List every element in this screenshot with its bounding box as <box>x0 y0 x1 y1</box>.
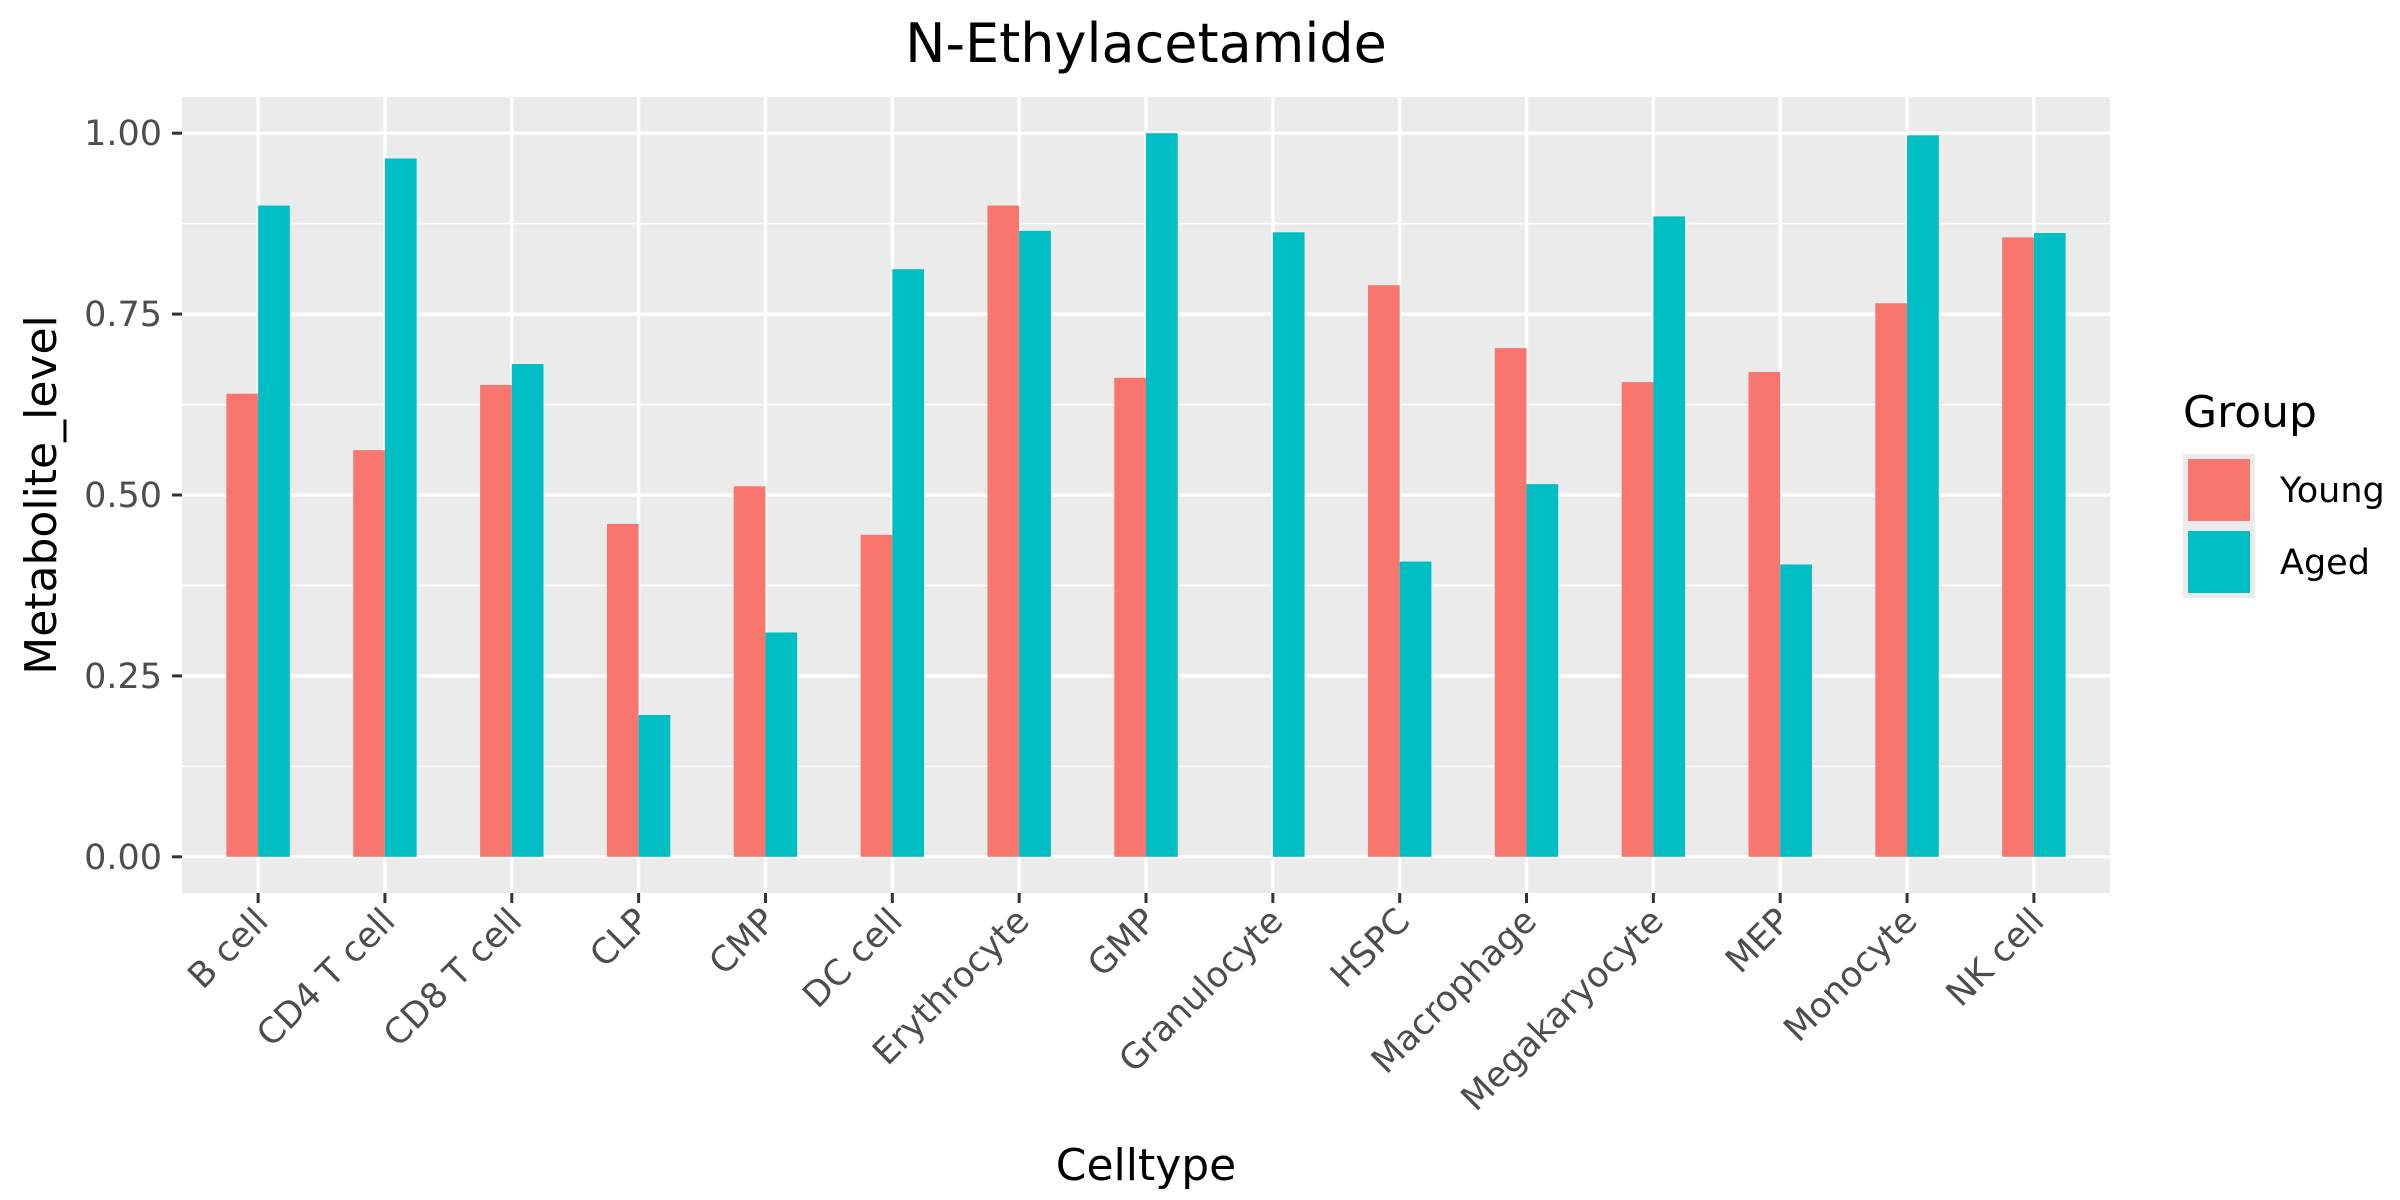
bar-aged <box>1146 133 1178 857</box>
bar-aged <box>2033 233 2066 857</box>
bar-young <box>1875 303 1908 857</box>
bar-young <box>226 393 259 857</box>
x-tick-label: CD8 T cell <box>376 901 530 1055</box>
bar-young <box>1367 285 1400 857</box>
x-tick-label: CMP <box>702 901 784 983</box>
bars <box>226 133 2066 857</box>
x-tick-label: GMP <box>1081 901 1165 985</box>
bar-aged <box>511 364 544 857</box>
bar-young <box>1621 382 1654 857</box>
x-tick-label: HSPC <box>1323 901 1418 996</box>
x-axis-title: Celltype <box>1056 1140 1237 1191</box>
bar-aged <box>1907 135 1939 857</box>
bar-aged <box>1526 484 1559 857</box>
y-axis-title: Metabolite_level <box>16 315 67 675</box>
legend-title: Group <box>2183 387 2317 438</box>
bar-aged <box>1653 216 1686 857</box>
bar-young <box>1114 377 1146 857</box>
bar-young <box>2002 237 2034 857</box>
y-axis: 0.00 0.25 0.50 0.75 1.00 <box>84 114 182 878</box>
bar-young <box>606 523 639 857</box>
bar-young <box>860 534 893 857</box>
x-tick-label: DC cell <box>796 901 911 1016</box>
bar-aged <box>1399 561 1432 857</box>
x-tick-label: NK cell <box>1939 901 2052 1014</box>
bar-aged <box>258 205 290 857</box>
legend-key-young <box>2188 459 2250 521</box>
bar-aged <box>638 714 671 857</box>
bar-young <box>733 486 766 857</box>
legend: Group Young Aged <box>2183 387 2385 598</box>
chart-title: N-Ethylacetamide <box>905 12 1387 75</box>
bar-aged <box>892 269 925 857</box>
bar-aged <box>1780 564 1812 857</box>
legend-key-aged <box>2188 531 2250 593</box>
legend-items: Young Aged <box>2183 454 2385 598</box>
bar-young <box>480 385 512 857</box>
y-tick-label: 0.50 <box>84 476 162 516</box>
legend-label: Aged <box>2280 543 2370 583</box>
x-tick-label: B cell <box>181 901 277 997</box>
bar-young <box>353 450 385 857</box>
bar-aged <box>384 158 417 857</box>
legend-label: Young <box>2279 471 2385 511</box>
x-tick-label: CLP <box>583 901 657 975</box>
x-tick-label: Monocyte <box>1777 901 1926 1050</box>
x-tick-label: MEP <box>1718 901 1798 981</box>
y-tick-label: 0.75 <box>84 295 162 335</box>
bar-young <box>1494 348 1527 857</box>
bar-young <box>1748 371 1781 857</box>
bar-aged <box>1272 232 1305 857</box>
bar-aged <box>1019 230 1051 857</box>
y-tick-label: 0.00 <box>84 838 162 878</box>
bar-young <box>987 205 1020 857</box>
y-tick-label: 0.25 <box>84 657 162 697</box>
bar-aged <box>765 632 798 857</box>
y-tick-label: 1.00 <box>84 114 162 154</box>
